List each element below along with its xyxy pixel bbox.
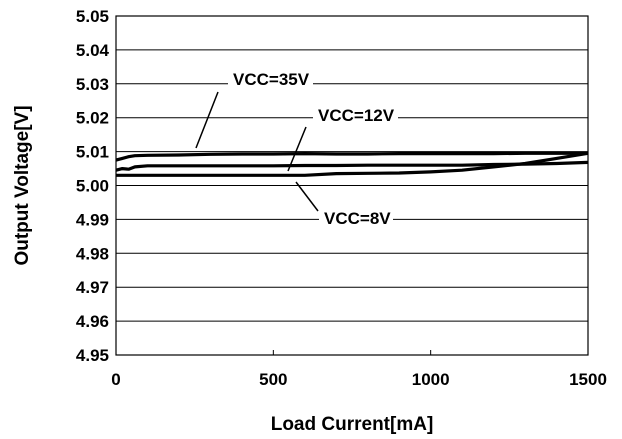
- plot-area-frame: [115, 15, 589, 356]
- y-tick-label: 4.99: [76, 210, 109, 229]
- y-tick-label: 5.04: [76, 41, 110, 60]
- vcc12v-series-line: [115, 160, 589, 172]
- x-tick-label: 1500: [569, 370, 607, 389]
- annotation-background: [313, 106, 398, 126]
- y-tick-label: 5.02: [76, 109, 109, 128]
- y-tick-label: 4.95: [76, 346, 109, 365]
- x-axis-title: Load Current[mA]: [271, 414, 434, 435]
- y-tick-label: 5.05: [76, 7, 109, 26]
- y-tick-label: 4.97: [76, 278, 109, 297]
- gridlines: [116, 15, 588, 356]
- y-tick-label: 4.96: [76, 312, 109, 331]
- y-tick-label: 5.03: [76, 75, 109, 94]
- x-tick-label: 0: [111, 370, 120, 389]
- y-tick-label: 5.01: [76, 143, 109, 162]
- vcc8v-series-line: [116, 151, 589, 177]
- annotation-leader-line: [295, 181, 319, 212]
- series-annotations: VCC=35V VCC=12V VCC=8V: [195, 70, 398, 229]
- y-tick-label: 4.98: [76, 244, 109, 263]
- x-tick-label: 500: [259, 370, 287, 389]
- y-tick-label: 5.00: [76, 177, 109, 196]
- vcc12v-label: VCC=12V: [318, 106, 395, 125]
- vcc8v-label: VCC=8V: [324, 209, 391, 228]
- y-axis-title: Output Voltage[V]: [12, 105, 33, 265]
- annotation-leader-line: [195, 91, 219, 149]
- annotation-leader-line: [287, 126, 307, 172]
- y-axis-ticks: 4.95 4.96 4.97 4.98 4.99 5.00 5.01 5.02 5.03 5.04…: [76, 7, 110, 365]
- x-tick-label: 1000: [412, 370, 450, 389]
- series-lines: [115, 151, 589, 177]
- annotation-background: [319, 209, 393, 229]
- annotation-background: [228, 70, 313, 90]
- x-axis-ticks: 0 500 1000 1500: [111, 350, 607, 389]
- vcc35v-series-line: [115, 151, 588, 162]
- vcc35v-label: VCC=35V: [233, 70, 310, 89]
